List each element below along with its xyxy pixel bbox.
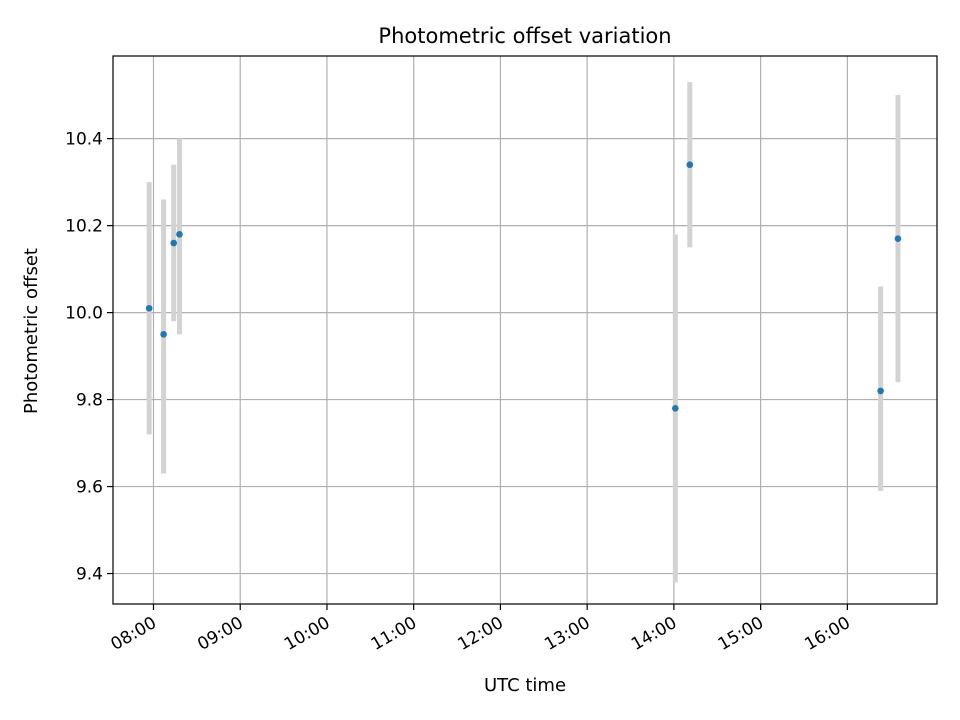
plot-area-frame <box>112 55 938 605</box>
x-tick-label: 16:00 <box>801 613 853 655</box>
tick-layer: 08:00 09:00 10:00 11:00 12:00 13:00 14:00 15:00… <box>65 130 854 655</box>
data-point <box>672 404 679 412</box>
data-point <box>176 231 183 238</box>
y-tick-label: 10.4 <box>65 130 103 150</box>
y-tick-label: 9.4 <box>76 565 103 585</box>
x-tick-label: 15:00 <box>715 613 767 655</box>
x-tick-label: 13:00 <box>541 613 593 655</box>
y-tick-label: 10.2 <box>65 217 103 237</box>
x-tick-label: 09:00 <box>194 613 246 655</box>
x-tick-label: 11:00 <box>368 613 420 655</box>
errorbar-layer <box>146 82 901 583</box>
data-point <box>894 235 902 242</box>
data-point <box>160 331 167 338</box>
point-layer <box>145 161 902 412</box>
x-tick-label: 10:00 <box>281 613 333 655</box>
x-axis-label: UTC time <box>484 675 566 696</box>
y-axis-label: Photometric offset <box>21 248 42 414</box>
y-tick-label: 9.6 <box>76 478 103 498</box>
y-tick-label: 10.0 <box>65 304 103 324</box>
data-point <box>686 161 694 169</box>
grid-layer <box>113 56 937 604</box>
chart-title: Photometric offset variation <box>378 24 671 48</box>
data-point <box>877 387 884 395</box>
x-tick-label: 08:00 <box>108 613 160 655</box>
data-point <box>170 239 178 247</box>
x-tick-label: 12:00 <box>454 613 506 655</box>
y-tick-label: 9.8 <box>76 391 103 411</box>
data-point <box>145 304 153 312</box>
x-tick-label: 14:00 <box>628 613 680 655</box>
